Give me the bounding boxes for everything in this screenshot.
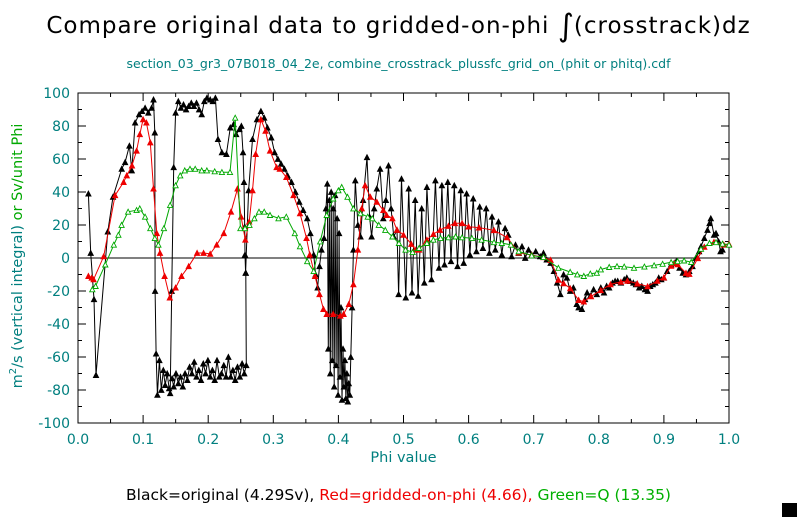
terminal-cursor-block (782, 503, 797, 517)
x-tick-label: 0.6 (457, 432, 479, 448)
chart-title-text: Compare original data to gridded-on-phi (46, 13, 558, 39)
y-tick-label: 20 (52, 218, 70, 234)
y-tick-label: 40 (52, 185, 70, 201)
x-tick-label: 0.7 (523, 432, 545, 448)
x-tick-label: 0.3 (262, 432, 284, 448)
x-axis-label: Phi value (370, 450, 437, 466)
y-tick-label: 0 (61, 251, 70, 267)
legend-green-entry: Green=Q (13.35) (537, 486, 671, 504)
y-tick-label: 60 (52, 152, 70, 168)
y-tick-label: -100 (38, 416, 70, 432)
chart-title-suffix: (crosstrack)dz (573, 13, 751, 39)
series-gridded-on-phi-line-0 (85, 115, 733, 319)
y-tick-label: 100 (43, 86, 70, 102)
series-Q-line-0 (88, 114, 733, 293)
x-tick-label: 0.4 (327, 432, 349, 448)
y-tick-label: -60 (47, 350, 70, 366)
integral-symbol: ∫ (557, 8, 574, 44)
chart-title: Compare original data to gridded-on-phi … (0, 8, 797, 44)
x-tick-label: 0.2 (197, 432, 219, 448)
y-tick-label: -40 (47, 317, 70, 333)
x-tick-label: 0.0 (67, 432, 89, 448)
legend: Black=original (4.29Sv), Red=gridded-on-… (0, 486, 797, 504)
y-tick-label: -80 (47, 383, 70, 399)
x-tick-label: 0.1 (132, 432, 154, 448)
chart-subtitle: section_03_gr3_07B018_04_2e, combine_cro… (126, 56, 671, 71)
x-tick-label: 0.5 (392, 432, 414, 448)
legend-black-entry: Black=original (4.29Sv), (126, 486, 315, 504)
y-tick-label: -20 (47, 284, 70, 300)
x-tick-label: 0.9 (653, 432, 675, 448)
x-tick-label: 0.8 (588, 432, 610, 448)
series-original-line-1 (168, 269, 250, 390)
x-tick-label: 1.0 (718, 432, 740, 448)
y-tick-label: 80 (52, 119, 70, 135)
legend-red-entry: Red=gridded-on-phi (4.66), (319, 486, 533, 504)
